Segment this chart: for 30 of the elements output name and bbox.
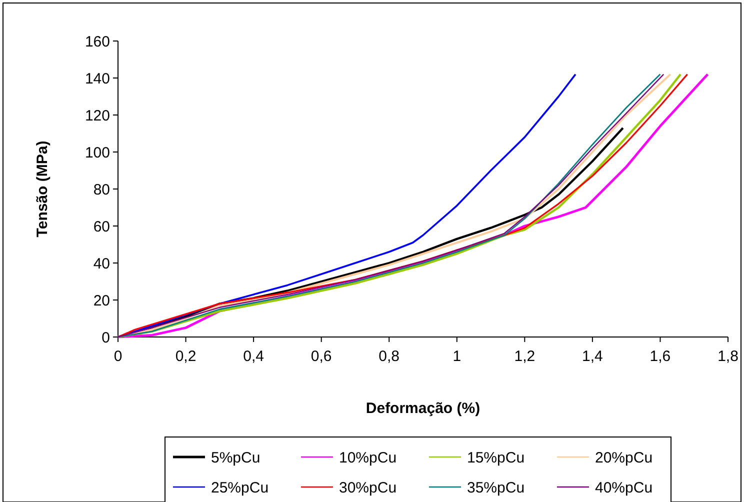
legend-label: 10%pCu (339, 449, 397, 466)
x-axis-title: Deformação (%) (366, 400, 480, 417)
x-tick-label: 1 (452, 348, 462, 365)
x-tick-label: 0,6 (310, 348, 332, 365)
x-tick-label: 1,6 (650, 348, 671, 365)
y-tick-label: 140 (84, 70, 110, 88)
y-tick-label: 40 (93, 255, 110, 272)
line-series (117, 73, 576, 338)
y-tick-label: 100 (84, 144, 110, 162)
x-tick-label: 0 (114, 348, 122, 365)
legend-label: 25%pCu (211, 479, 269, 496)
x-tick-label: 0,4 (243, 348, 264, 365)
x-tick-label: 1,8 (718, 348, 738, 365)
legend-label: 40%pCu (595, 479, 653, 496)
y-tick-label: 80 (93, 181, 110, 198)
legend-label: 30%pCu (339, 479, 397, 496)
y-axis-title: Tensão (MPa) (34, 140, 51, 238)
legend-label: 5%pCu (211, 449, 260, 466)
x-tick-label: 1,2 (514, 348, 536, 365)
x-tick-label: 0,8 (378, 348, 400, 365)
y-tick-label: 160 (84, 33, 110, 50)
legend-label: 20%pCu (595, 449, 653, 466)
legend-label: 35%pCu (467, 479, 525, 496)
x-tick-label: 1,4 (582, 348, 603, 365)
legend-label: 15%pCu (467, 449, 525, 466)
y-tick-label: 120 (84, 107, 110, 124)
y-tick-label: 0 (102, 329, 110, 346)
y-tick-label: 20 (93, 292, 110, 310)
y-tick-label: 60 (93, 218, 110, 236)
x-tick-label: 0,2 (175, 348, 196, 365)
